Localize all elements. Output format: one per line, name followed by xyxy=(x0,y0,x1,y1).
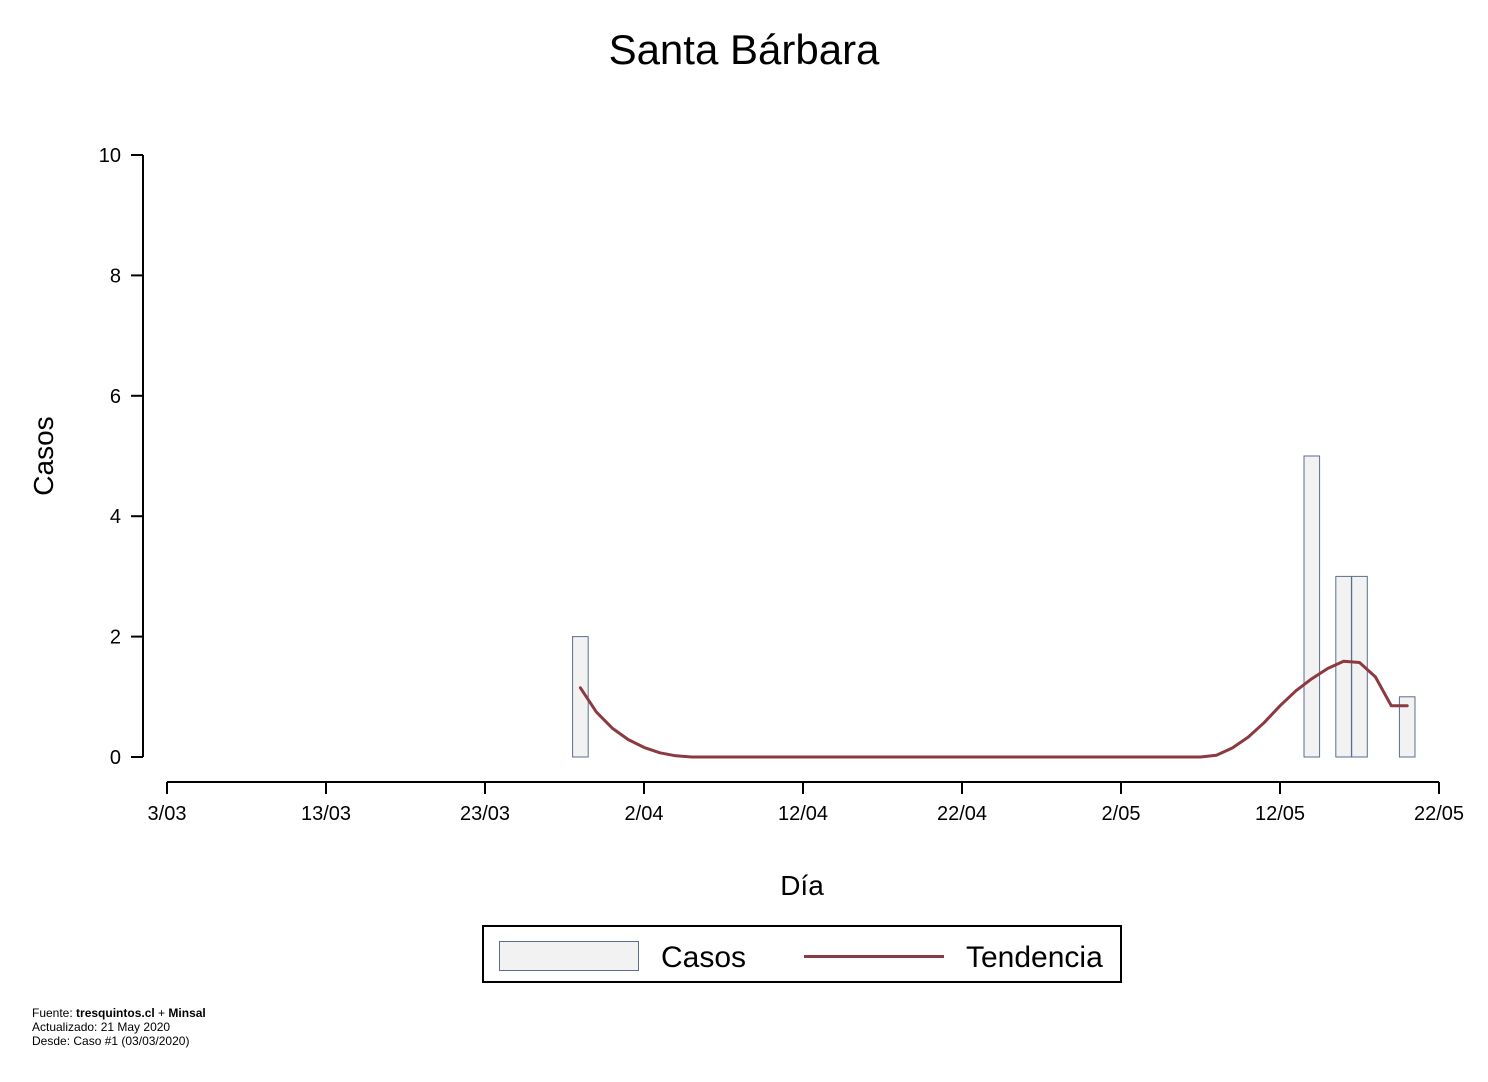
bar-casos xyxy=(1351,575,1368,758)
legend-swatch-tendencia xyxy=(804,955,944,958)
chart-title: Santa Bárbara xyxy=(608,26,880,73)
footer-notes: Fuente: tresquintos.cl + Minsal Actualiz… xyxy=(32,1006,206,1048)
trend-line xyxy=(578,659,1409,759)
x-tick-label: 12/04 xyxy=(778,803,828,825)
footer-source: Fuente: tresquintos.cl + Minsal xyxy=(32,1006,206,1020)
y-tick-label: 4 xyxy=(110,506,121,528)
y-tick-label: 6 xyxy=(110,386,121,408)
x-tick-label: 13/03 xyxy=(301,803,351,825)
x-tick-label: 2/05 xyxy=(1102,803,1141,825)
bar-casos xyxy=(1398,696,1416,758)
x-axis-label: Día xyxy=(780,870,824,901)
bar-casos xyxy=(1303,455,1321,758)
y-tick-label: 0 xyxy=(110,747,121,769)
bar-casos xyxy=(1335,575,1352,758)
x-tick-label: 12/05 xyxy=(1255,803,1305,825)
y-tick-label: 2 xyxy=(110,627,121,649)
bar-casos xyxy=(572,636,589,758)
legend-swatch-casos xyxy=(499,941,639,971)
legend: Casos Tendencia xyxy=(482,925,1122,983)
footer-updated: Actualizado: 21 May 2020 xyxy=(32,1020,171,1034)
legend-label-tendencia: Tendencia xyxy=(966,941,1103,974)
x-tick-label: 2/04 xyxy=(625,803,664,825)
footer-since: Desde: Caso #1 (03/03/2020) xyxy=(32,1034,190,1048)
x-tick-label: 23/03 xyxy=(460,803,510,825)
y-axis-label: Casos xyxy=(28,416,59,496)
legend-label-casos: Casos xyxy=(661,941,747,974)
x-tick-label: 3/03 xyxy=(148,803,187,825)
y-tick-label: 10 xyxy=(99,145,121,167)
x-tick-label: 22/05 xyxy=(1414,803,1464,825)
y-tick-label: 8 xyxy=(110,265,121,287)
x-tick-label: 22/04 xyxy=(937,803,987,825)
